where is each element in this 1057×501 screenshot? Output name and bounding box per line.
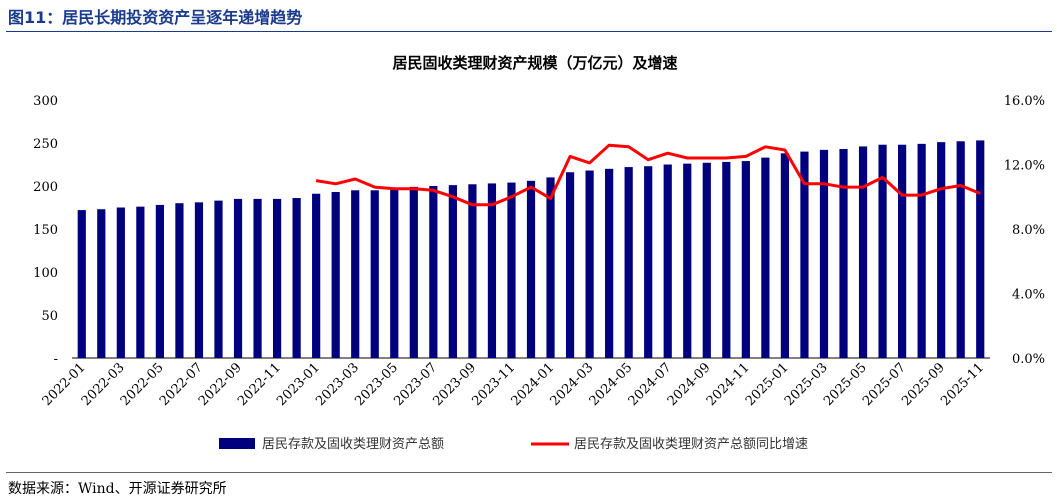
bar-2024-11 xyxy=(741,161,750,358)
bar-2023-12 xyxy=(526,180,536,358)
bar-2024-09 xyxy=(702,162,711,358)
left-tick-label: 250 xyxy=(33,137,58,152)
bar-2024-07 xyxy=(663,164,672,358)
left-tick-label: 100 xyxy=(33,266,58,281)
bar-2024-05 xyxy=(624,167,633,358)
bar-2022-09 xyxy=(233,198,243,358)
bar-2022-12 xyxy=(292,198,301,358)
bottom-rule xyxy=(6,472,1052,473)
bar-2023-08 xyxy=(448,185,457,358)
bar-2025-10 xyxy=(956,141,965,358)
bar-2023-05 xyxy=(390,187,399,358)
bar-2023-02 xyxy=(331,192,340,358)
x-axis-ticks: 2022-012022-032022-052022-072022-092022-… xyxy=(40,360,987,409)
bar-2025-11 xyxy=(976,140,985,358)
bar-series xyxy=(77,140,985,358)
legend: 居民存款及固收类理财资产总额 居民存款及固收类理财资产总额同比增速 xyxy=(219,437,808,452)
bar-2022-02 xyxy=(97,209,106,358)
left-tick-label: - xyxy=(54,352,58,367)
bar-2022-10 xyxy=(253,198,262,358)
bar-2022-11 xyxy=(272,198,282,358)
bar-2025-06 xyxy=(878,144,887,358)
chart-title: 居民固收类理财资产规模（万亿元）及增速 xyxy=(392,54,677,72)
left-tick-label: 300 xyxy=(33,94,58,109)
bar-2025-09 xyxy=(937,142,946,358)
right-tick-label: 8.0% xyxy=(1012,223,1045,238)
right-tick-label: 12.0% xyxy=(1004,159,1045,174)
right-axis: 0.0% 4.0% 8.0% 12.0% 16.0% xyxy=(1004,94,1045,367)
bar-2024-08 xyxy=(683,163,692,358)
source-note: 数据来源：Wind、开源证券研究所 xyxy=(8,481,227,497)
bar-2023-10 xyxy=(487,183,497,358)
right-tick-label: 0.0% xyxy=(1012,352,1045,367)
bar-2022-04 xyxy=(136,206,145,358)
legend-bar-label: 居民存款及固收类理财资产总额 xyxy=(262,437,444,452)
top-rule xyxy=(6,31,1052,32)
bar-2024-02 xyxy=(565,172,575,358)
bar-2025-05 xyxy=(858,146,868,358)
bar-2025-08 xyxy=(917,143,926,358)
bar-2024-03 xyxy=(585,170,594,358)
bar-2023-01 xyxy=(312,193,321,358)
bar-2023-11 xyxy=(507,182,516,358)
bar-2022-07 xyxy=(194,202,204,358)
bar-2025-03 xyxy=(819,149,829,358)
figure-title: 图11：居民长期投资资产呈逐年递增趋势 xyxy=(8,8,303,27)
bar-2022-08 xyxy=(214,200,223,358)
bar-2024-10 xyxy=(722,161,731,358)
bar-2025-02 xyxy=(800,151,809,358)
bar-2023-07 xyxy=(429,186,438,358)
bar-2024-06 xyxy=(644,166,653,358)
growth-line xyxy=(315,143,981,207)
legend-bar-swatch xyxy=(219,438,255,449)
right-tick-label: 16.0% xyxy=(1004,94,1045,109)
bar-2023-06 xyxy=(409,186,418,358)
bar-2024-01 xyxy=(546,177,555,358)
left-tick-label: 150 xyxy=(33,223,58,238)
bar-2022-05 xyxy=(155,204,164,358)
left-tick-label: 50 xyxy=(41,309,58,324)
legend-line-label: 居民存款及固收类理财资产总额同比增速 xyxy=(574,437,808,452)
bar-2022-01 xyxy=(77,210,86,358)
bar-2025-07 xyxy=(898,144,907,358)
bar-2024-12 xyxy=(761,157,770,358)
left-axis: - 50 100 150 200 250 300 xyxy=(33,94,58,367)
bar-2023-03 xyxy=(351,190,360,358)
bar-2024-04 xyxy=(605,168,614,358)
bar-2023-04 xyxy=(370,190,379,358)
line-series xyxy=(315,143,981,207)
bar-2025-04 xyxy=(839,149,848,358)
x-tick-label: 2025-11 xyxy=(938,360,987,409)
bar-2025-01 xyxy=(780,153,790,358)
bar-2023-09 xyxy=(468,184,477,358)
right-tick-label: 4.0% xyxy=(1012,288,1045,303)
chart: 居民固收类理财资产规模（万亿元）及增速 - 50 100 150 200 250 300 0… xyxy=(33,54,1045,452)
left-tick-label: 200 xyxy=(33,180,58,195)
bar-2022-03 xyxy=(116,207,125,358)
bar-2022-06 xyxy=(175,203,184,358)
